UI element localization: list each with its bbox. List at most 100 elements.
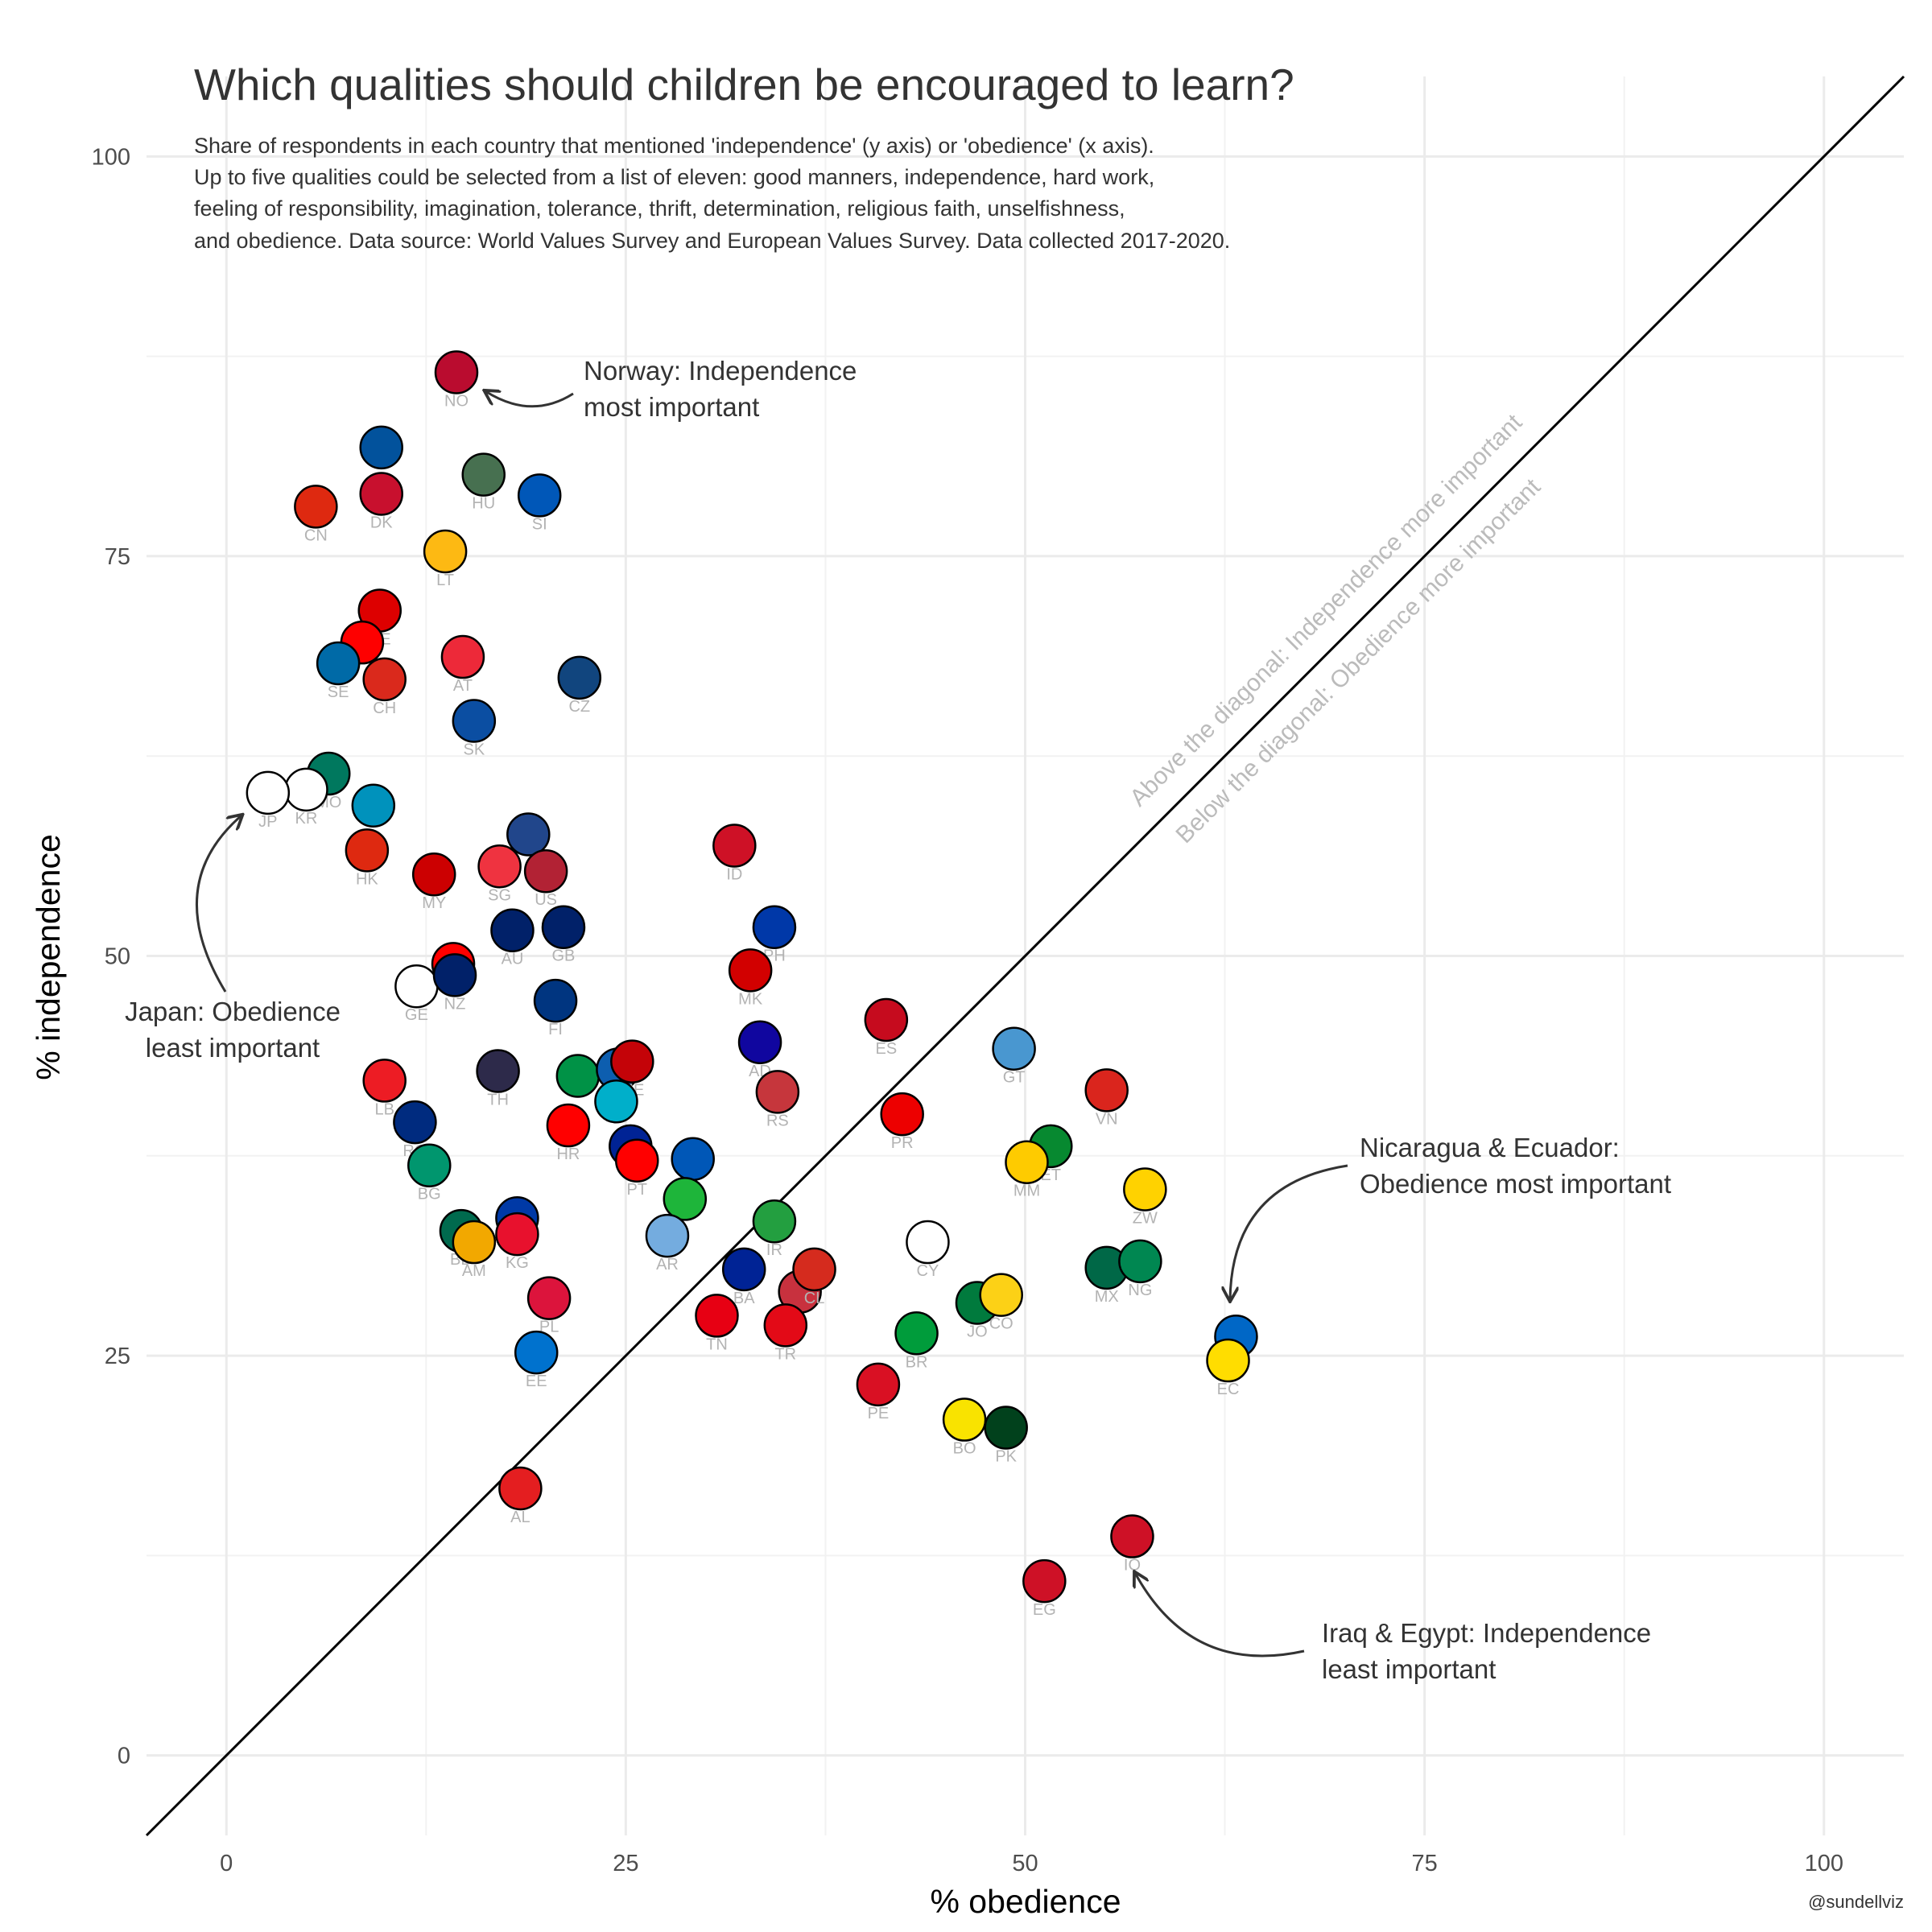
country-point (461, 452, 506, 497)
point-label: CY (917, 1262, 939, 1280)
country-point (695, 1294, 739, 1338)
country-point (345, 828, 390, 873)
country-point (721, 1247, 766, 1292)
country-point (610, 1039, 654, 1084)
country-point (541, 905, 586, 949)
point-label: CO (989, 1315, 1013, 1333)
point-label: SG (488, 886, 511, 904)
point-label: US (535, 891, 557, 909)
country-point (284, 767, 328, 812)
country-point (506, 812, 551, 857)
point-label: BR (906, 1353, 928, 1371)
country-point (490, 908, 535, 952)
point-label: PR (891, 1134, 914, 1152)
point-label: AL (510, 1509, 530, 1526)
country-point (411, 852, 456, 897)
point-label: LB (374, 1100, 394, 1118)
country-point (533, 978, 578, 1023)
point-label: MY (422, 894, 446, 912)
country-point (984, 1406, 1028, 1450)
country-point (523, 848, 568, 894)
x-tick-label: 75 (1412, 1851, 1438, 1876)
point-label: TR (774, 1345, 796, 1363)
country-point (526, 1276, 572, 1320)
point-label: BA (733, 1290, 755, 1307)
country-point (452, 1220, 497, 1265)
country-point (645, 1213, 690, 1258)
country-point (663, 1177, 708, 1221)
country-point (1022, 1558, 1067, 1604)
x-tick-label: 0 (220, 1851, 233, 1876)
point-label: PE (868, 1405, 890, 1422)
country-point (477, 844, 522, 889)
country-point (432, 953, 477, 997)
point-label: SI (532, 515, 547, 533)
country-point (423, 529, 468, 574)
x-tick-label: 100 (1805, 1851, 1843, 1876)
country-point (755, 1070, 800, 1114)
country-point (495, 1212, 539, 1257)
point-label: KR (295, 810, 318, 828)
country-point (1206, 1338, 1250, 1383)
country-point (555, 1054, 601, 1098)
point-label: SK (463, 741, 485, 759)
subtitle: Up to five qualities could be selected f… (194, 165, 1154, 189)
country-point (615, 1138, 659, 1183)
annotation: Norway: Independence (584, 356, 857, 386)
annotation-arrow (196, 815, 242, 993)
country-point (359, 472, 403, 516)
annotation: Iraq & Egypt: Independence (1322, 1618, 1651, 1648)
country-point (1123, 1167, 1167, 1212)
country-point (1110, 1514, 1154, 1558)
country-point (452, 699, 497, 743)
point-label: IR (766, 1241, 782, 1259)
point-label: MK (738, 990, 763, 1008)
point-label: NZ (444, 995, 466, 1013)
y-tick-label: 0 (118, 1744, 130, 1769)
point-label: JP (258, 813, 277, 831)
country-point (407, 1143, 452, 1187)
chart-title: Which qualities should children be encou… (194, 60, 1294, 109)
country-point (517, 473, 562, 518)
point-label: CN (304, 526, 328, 544)
point-label: HK (356, 870, 378, 888)
x-axis-label: % obedience (930, 1883, 1121, 1920)
subtitle: feeling of responsibility, imagination, … (194, 196, 1125, 221)
point-label: HR (556, 1146, 580, 1163)
country-point (246, 770, 291, 815)
subtitle: Share of respondents in each country tha… (194, 134, 1154, 158)
country-point (894, 1311, 939, 1356)
point-label: MX (1095, 1288, 1119, 1306)
country-point (546, 1103, 591, 1148)
point-label: SE (328, 683, 349, 701)
point-label: EC (1217, 1381, 1240, 1398)
point-label: HU (472, 495, 495, 513)
country-point (979, 1273, 1023, 1317)
point-label: EE (526, 1373, 547, 1390)
point-label: AU (502, 951, 524, 968)
country-point (752, 1199, 797, 1244)
point-label: MM (1013, 1183, 1040, 1200)
point-label: IQ (1124, 1557, 1141, 1575)
point-label: RS (766, 1112, 789, 1129)
point-label: ZW (1133, 1210, 1158, 1228)
country-point (1005, 1140, 1049, 1184)
x-tick-label: 50 (1012, 1851, 1038, 1876)
point-label: TH (487, 1092, 509, 1109)
point-label: CZ (568, 698, 590, 716)
annotation: most important (584, 392, 759, 422)
y-axis-label: % independence (30, 834, 67, 1080)
country-point (763, 1303, 808, 1348)
country-point (728, 948, 773, 993)
country-point (712, 824, 757, 868)
country-point (856, 1362, 901, 1407)
annotation: least important (146, 1033, 320, 1063)
country-point (942, 1397, 987, 1442)
annotation-arrow (1230, 1164, 1348, 1300)
country-point (557, 655, 602, 700)
point-label: AR (656, 1256, 679, 1274)
point-label: ES (876, 1040, 898, 1058)
country-point (434, 350, 479, 394)
y-tick-label: 100 (92, 144, 130, 170)
point-label: EG (1033, 1601, 1056, 1619)
